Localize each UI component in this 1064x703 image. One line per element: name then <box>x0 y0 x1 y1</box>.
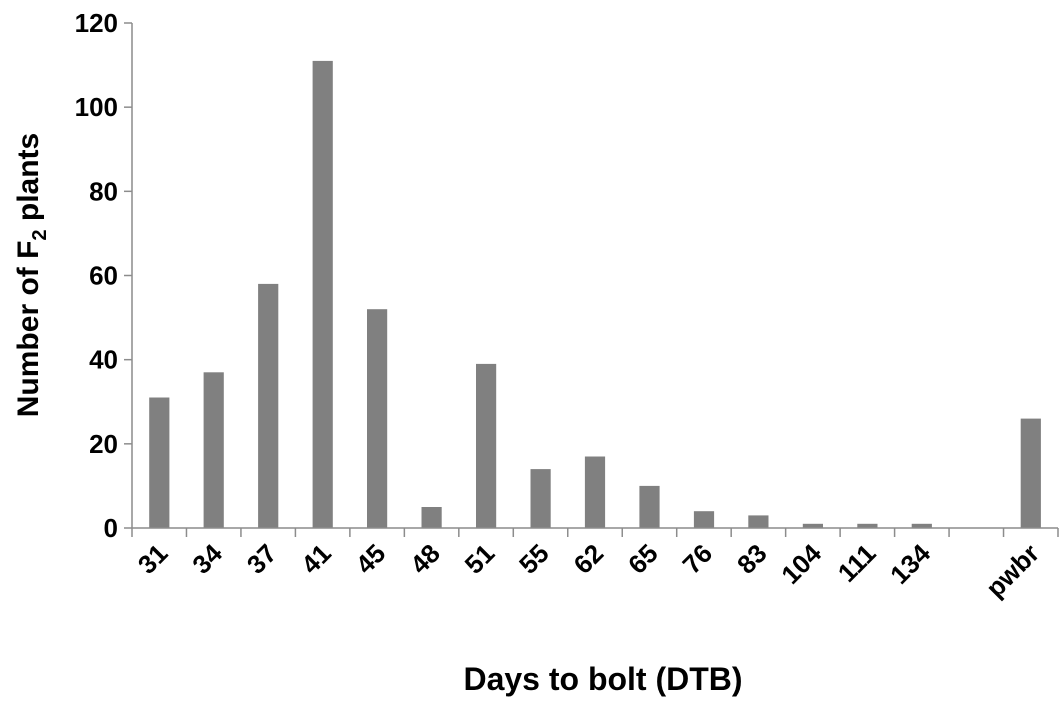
x-tick-label: 83 <box>731 538 773 580</box>
x-tick-label: 111 <box>832 538 882 588</box>
y-tick-label: 40 <box>89 345 118 375</box>
y-tick-label: 120 <box>75 8 118 38</box>
x-tick-label: 134 <box>884 538 936 590</box>
x-tick-label: 76 <box>676 538 718 580</box>
bar-51 <box>476 363 497 528</box>
bar-48 <box>421 507 442 528</box>
bar-45 <box>367 309 388 528</box>
bar-pwbr <box>1020 418 1041 528</box>
bar-37 <box>258 283 279 528</box>
x-tick-label: 45 <box>350 538 392 580</box>
y-tick-label: 80 <box>89 176 118 206</box>
x-tick-label: 37 <box>241 538 283 580</box>
bar-55 <box>530 469 551 528</box>
x-tick-label: 62 <box>568 538 610 580</box>
y-tick-label: 60 <box>89 261 118 291</box>
bar-83 <box>748 515 769 528</box>
y-axis-title-rest: plants <box>12 133 45 230</box>
bar-76 <box>693 511 715 528</box>
y-tick-label: 100 <box>75 92 118 122</box>
y-axis-title-subscript: 2 <box>29 229 51 240</box>
y-ticks-group: 0 20 40 60 80 100 120 <box>75 8 132 543</box>
bars-group <box>149 60 1041 529</box>
x-axis-title: Days to bolt (DTB) <box>463 661 742 697</box>
bar-34 <box>203 372 224 528</box>
y-axis-title-main: Number of F <box>12 241 45 418</box>
x-tick-label: 41 <box>295 538 337 580</box>
x-ticks-group: 31 34 37 41 45 48 51 55 62 65 76 83 104 111 134 pwbr <box>131 528 1059 603</box>
bar-31 <box>149 397 170 528</box>
bar-111 <box>857 523 878 528</box>
x-tick-label: 31 <box>132 538 174 580</box>
x-tick-label: 51 <box>459 538 501 580</box>
bar-104 <box>802 523 823 528</box>
y-axis-title: Number of F2 plants <box>12 133 51 417</box>
x-tick-label: pwbr <box>980 538 1045 603</box>
y-tick-label: 20 <box>89 429 118 459</box>
x-tick-label: 48 <box>404 538 446 580</box>
bar-62 <box>584 456 606 528</box>
x-tick-label: 65 <box>622 538 664 580</box>
bar-134 <box>911 523 932 528</box>
y-tick-label: 0 <box>104 513 118 543</box>
bar-41 <box>312 60 333 529</box>
x-tick-label: 34 <box>186 538 228 580</box>
bar-65 <box>639 485 660 528</box>
x-tick-label: 104 <box>775 538 827 590</box>
x-tick-label: 55 <box>513 538 555 580</box>
